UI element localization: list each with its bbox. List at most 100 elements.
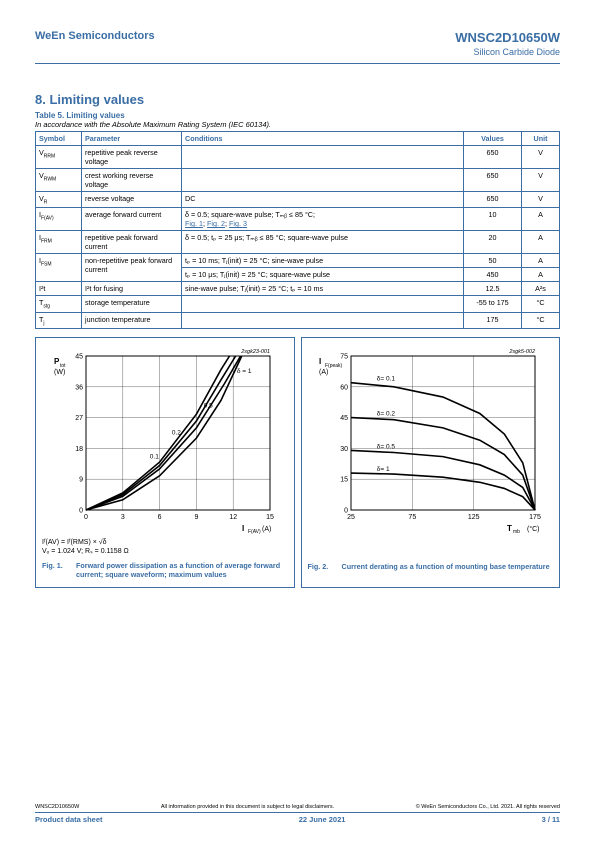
- cell-value: 450: [464, 268, 522, 282]
- cell-value: -55 to 175: [464, 296, 522, 312]
- cell-symbol: VRWM: [36, 169, 82, 192]
- cell-parameter: reverse voltage: [82, 192, 182, 208]
- svg-text:I: I: [242, 524, 244, 533]
- cell-conditions: [182, 146, 464, 169]
- svg-text:18: 18: [75, 446, 83, 453]
- cell-parameter: crest working reverse voltage: [82, 169, 182, 192]
- svg-text:6: 6: [157, 514, 161, 521]
- figure-2-chart: 257512517501530456075IF(peak)(A)Tmb(°C)2…: [315, 344, 545, 534]
- svg-text:2sgk23-001: 2sgk23-001: [240, 349, 270, 355]
- svg-text:δ= 0.2: δ= 0.2: [377, 411, 396, 418]
- footer-top: WNSC2D10650W All information provided in…: [35, 804, 560, 813]
- table-row: VRreverse voltageDC650V: [36, 192, 560, 208]
- part-subtitle: Silicon Carbide Diode: [455, 47, 560, 57]
- cell-unit: A²s: [522, 282, 560, 296]
- company-name: WeEn Semiconductors: [35, 30, 155, 42]
- svg-text:0.5: 0.5: [204, 403, 213, 410]
- table-title: Table 5. Limiting values: [35, 111, 560, 120]
- svg-text:12: 12: [229, 514, 237, 521]
- cell-parameter: junction temperature: [82, 312, 182, 328]
- cell-value: 650: [464, 169, 522, 192]
- figure-1-chart: 036912150918273645Ptot(W)IF(AV)(A)2sgk23…: [50, 344, 280, 534]
- fig2-caption: Fig. 2. Current derating as a function o…: [308, 562, 554, 571]
- footer-disclaimer: All information provided in this documen…: [161, 804, 334, 810]
- svg-text:3: 3: [121, 514, 125, 521]
- cell-conditions: δ = 0.5; tₚ = 25 μs; Tₘᵦ ≤ 85 °C; square…: [182, 231, 464, 254]
- cell-symbol: Tj: [36, 312, 82, 328]
- footer-page: 3 / 11: [542, 815, 560, 824]
- svg-text:175: 175: [529, 514, 541, 521]
- svg-text:45: 45: [340, 415, 348, 422]
- svg-text:60: 60: [340, 385, 348, 392]
- svg-text:9: 9: [194, 514, 198, 521]
- svg-text:δ = 1: δ = 1: [237, 368, 252, 375]
- svg-text:(°C): (°C): [527, 525, 540, 533]
- cell-symbol: IFRM: [36, 231, 82, 254]
- table-row: IF(AV)average forward currentδ = 0.5; sq…: [36, 208, 560, 231]
- table-row: Tjjunction temperature175°C: [36, 312, 560, 328]
- cell-symbol: Tstg: [36, 296, 82, 312]
- cell-unit: V: [522, 169, 560, 192]
- charts-row: 036912150918273645Ptot(W)IF(AV)(A)2sgk23…: [35, 337, 560, 587]
- cell-value: 650: [464, 146, 522, 169]
- svg-text:30: 30: [340, 446, 348, 453]
- col-conditions: Conditions: [182, 132, 464, 146]
- cell-conditions: tₚ = 10 μs; Tⱼ(init) = 25 °C; square-wav…: [182, 268, 464, 282]
- cell-unit: A: [522, 268, 560, 282]
- cell-parameter: non-repetitive peak forward current: [82, 254, 182, 282]
- table-row: IFSMnon-repetitive peak forward currentt…: [36, 254, 560, 268]
- header-right: WNSC2D10650W Silicon Carbide Diode: [455, 30, 560, 57]
- svg-text:27: 27: [75, 415, 83, 422]
- cell-parameter: repetitive peak forward current: [82, 231, 182, 254]
- svg-text:15: 15: [266, 514, 274, 521]
- col-values: Values: [464, 132, 522, 146]
- svg-text:15: 15: [340, 477, 348, 484]
- cell-conditions: sine-wave pulse; Tⱼ(init) = 25 °C; tₚ = …: [182, 282, 464, 296]
- table-row: IFRMrepetitive peak forward currentδ = 0…: [36, 231, 560, 254]
- svg-text:75: 75: [409, 514, 417, 521]
- svg-text:(A): (A): [319, 369, 328, 376]
- col-unit: Unit: [522, 132, 560, 146]
- accordance-note: In accordance with the Absolute Maximum …: [35, 120, 560, 129]
- svg-text:δ= 0.1: δ= 0.1: [377, 376, 396, 383]
- svg-text:0.1: 0.1: [150, 454, 159, 461]
- svg-text:2sgk5-002: 2sgk5-002: [509, 349, 536, 355]
- footer-bottom: Product data sheet 22 June 2021 3 / 11: [35, 815, 560, 824]
- svg-text:(W): (W): [54, 369, 65, 376]
- footer-copyright: © WeEn Semiconductors Co., Ltd. 2021. Al…: [416, 804, 560, 810]
- page-footer: WNSC2D10650W All information provided in…: [35, 804, 560, 824]
- svg-text:F(AV): F(AV): [248, 529, 261, 534]
- footer-date: 22 June 2021: [299, 815, 346, 824]
- cell-symbol: VR: [36, 192, 82, 208]
- cell-value: 50: [464, 254, 522, 268]
- cell-unit: V: [522, 192, 560, 208]
- cell-value: 20: [464, 231, 522, 254]
- svg-text:45: 45: [75, 354, 83, 361]
- svg-text:T: T: [507, 524, 512, 533]
- svg-text:36: 36: [75, 385, 83, 392]
- table-body: VRRMrepetitive peak reverse voltage650VV…: [36, 146, 560, 329]
- table-row: VRRMrepetitive peak reverse voltage650V: [36, 146, 560, 169]
- cell-parameter: average forward current: [82, 208, 182, 231]
- cell-value: 175: [464, 312, 522, 328]
- col-symbol: Symbol: [36, 132, 82, 146]
- cell-parameter: repetitive peak reverse voltage: [82, 146, 182, 169]
- svg-text:25: 25: [347, 514, 355, 521]
- svg-text:I: I: [319, 357, 321, 366]
- page-header: WeEn Semiconductors WNSC2D10650W Silicon…: [35, 30, 560, 64]
- cell-symbol: IF(AV): [36, 208, 82, 231]
- section-title: 8. Limiting values: [35, 92, 560, 107]
- part-number: WNSC2D10650W: [455, 30, 560, 45]
- fig1-caption: Fig. 1. Forward power dissipation as a f…: [42, 561, 288, 579]
- cell-conditions: δ = 0.5; square-wave pulse; Tₘᵦ ≤ 85 °C;…: [182, 208, 464, 231]
- figure-1-box: 036912150918273645Ptot(W)IF(AV)(A)2sgk23…: [35, 337, 295, 587]
- svg-text:0: 0: [79, 508, 83, 515]
- cell-parameter: I²t for fusing: [82, 282, 182, 296]
- cell-conditions: [182, 169, 464, 192]
- svg-text:(A): (A): [262, 526, 271, 533]
- cell-unit: A: [522, 208, 560, 231]
- col-parameter: Parameter: [82, 132, 182, 146]
- svg-text:δ= 0.5: δ= 0.5: [377, 444, 396, 451]
- cell-value: 12.5: [464, 282, 522, 296]
- svg-text:0: 0: [84, 514, 88, 521]
